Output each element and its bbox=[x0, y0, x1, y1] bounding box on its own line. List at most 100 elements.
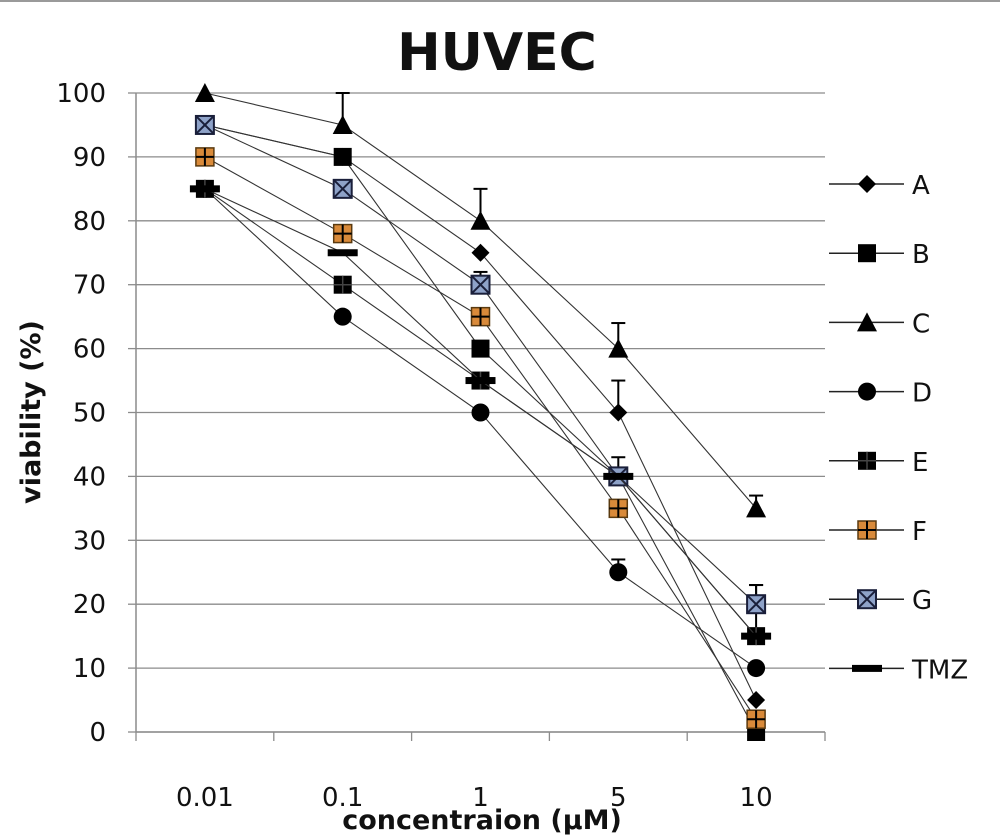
legend-label: B bbox=[912, 240, 930, 270]
x-axis-label: concentraion (µM) bbox=[342, 805, 622, 836]
legend-marker bbox=[857, 312, 877, 332]
dash-marker bbox=[741, 632, 772, 640]
triangle-marker bbox=[746, 498, 767, 518]
diamond-marker bbox=[858, 175, 876, 193]
data-point bbox=[746, 498, 767, 518]
dash-marker bbox=[603, 472, 634, 480]
marker-x-line bbox=[332, 179, 353, 199]
y-tick-label: 80 bbox=[73, 207, 106, 237]
data-point bbox=[332, 178, 353, 199]
data-point bbox=[747, 659, 766, 678]
y-tick-label: 60 bbox=[73, 335, 106, 365]
data-point bbox=[471, 243, 490, 262]
x-tick-label: 5 bbox=[610, 783, 627, 813]
data-point bbox=[194, 114, 215, 135]
data-point bbox=[189, 185, 220, 193]
data-point bbox=[603, 472, 634, 480]
legend-marker bbox=[858, 451, 876, 470]
dash-marker bbox=[189, 185, 220, 193]
y-tick-label: 90 bbox=[73, 143, 106, 173]
dash-marker bbox=[465, 377, 496, 385]
series-f bbox=[195, 147, 766, 729]
circle-marker bbox=[609, 563, 628, 582]
y-axis-label: viability (%) bbox=[16, 320, 47, 504]
legend-marker bbox=[857, 520, 877, 540]
legend-item-c: C bbox=[829, 309, 930, 339]
square-marker bbox=[333, 147, 352, 166]
legend-item-b: B bbox=[829, 240, 930, 270]
legend: A B C D E F G TMZ bbox=[829, 171, 968, 685]
data-point bbox=[746, 594, 767, 615]
y-tick-label: 40 bbox=[73, 462, 106, 492]
legend-marker bbox=[858, 382, 876, 401]
legend-marker bbox=[852, 664, 882, 672]
x-tick-labels: 0.01 0.1 1 5 10 bbox=[176, 783, 773, 813]
legend-item-g: G bbox=[829, 586, 932, 616]
data-point bbox=[333, 147, 352, 166]
series-c bbox=[194, 83, 767, 518]
x-tick-label: 1 bbox=[472, 783, 489, 813]
diamond-marker bbox=[471, 243, 490, 262]
series-g bbox=[194, 114, 767, 615]
x-tick-label: 0.01 bbox=[176, 783, 234, 813]
data-point bbox=[327, 249, 358, 257]
legend-item-e: E bbox=[829, 448, 928, 478]
legend-label: D bbox=[912, 379, 932, 409]
data-point bbox=[608, 338, 629, 358]
data-point bbox=[333, 307, 352, 326]
marker-x-line bbox=[195, 115, 215, 135]
diamond-marker bbox=[609, 403, 628, 422]
data-point bbox=[465, 377, 496, 385]
triangle-marker bbox=[194, 83, 215, 102]
data-point bbox=[608, 498, 629, 519]
marker-x-line bbox=[470, 274, 491, 295]
data-point bbox=[470, 274, 491, 295]
data-point bbox=[470, 210, 491, 230]
data-point bbox=[333, 275, 352, 294]
legend-item-a: A bbox=[829, 171, 930, 201]
data-point bbox=[741, 632, 772, 640]
y-tick-label: 50 bbox=[73, 399, 106, 429]
legend-label: C bbox=[912, 309, 930, 339]
circle-marker bbox=[747, 659, 766, 678]
triangle-marker bbox=[857, 312, 877, 332]
circle-marker bbox=[333, 307, 352, 326]
legend-item-d: D bbox=[829, 379, 932, 409]
legend-label: G bbox=[912, 586, 932, 616]
chart-title: HUVEC bbox=[397, 23, 597, 83]
marker-x-line bbox=[746, 594, 766, 614]
marker-x-line bbox=[857, 589, 877, 609]
x-tick-label: 10 bbox=[740, 783, 773, 813]
y-tick-label: 0 bbox=[89, 718, 106, 748]
legend-marker bbox=[858, 244, 876, 263]
data-point bbox=[471, 403, 490, 422]
diamond-marker bbox=[747, 691, 766, 710]
circle-marker bbox=[858, 382, 876, 401]
data-point bbox=[332, 223, 353, 244]
data-point bbox=[609, 403, 628, 422]
legend-item-tmz: TMZ bbox=[829, 655, 968, 685]
data-point bbox=[194, 83, 215, 102]
y-tick-label: 30 bbox=[73, 526, 106, 556]
dash-marker bbox=[852, 664, 882, 672]
data-point bbox=[471, 339, 490, 358]
square-marker bbox=[471, 339, 490, 358]
triangle-marker bbox=[470, 210, 491, 230]
data-point bbox=[470, 306, 491, 327]
data-point bbox=[332, 114, 353, 134]
y-tick-label: 20 bbox=[73, 590, 106, 620]
data-point bbox=[195, 147, 215, 167]
y-tick-label: 70 bbox=[73, 271, 106, 301]
axes bbox=[128, 92, 826, 741]
y-tick-label: 10 bbox=[73, 654, 106, 684]
legend-label: A bbox=[912, 171, 930, 201]
dash-marker bbox=[327, 249, 358, 257]
legend-label: E bbox=[912, 448, 928, 478]
legend-marker bbox=[858, 175, 876, 193]
triangle-marker bbox=[332, 114, 353, 134]
legend-item-f: F bbox=[829, 517, 927, 547]
data-point bbox=[609, 563, 628, 582]
